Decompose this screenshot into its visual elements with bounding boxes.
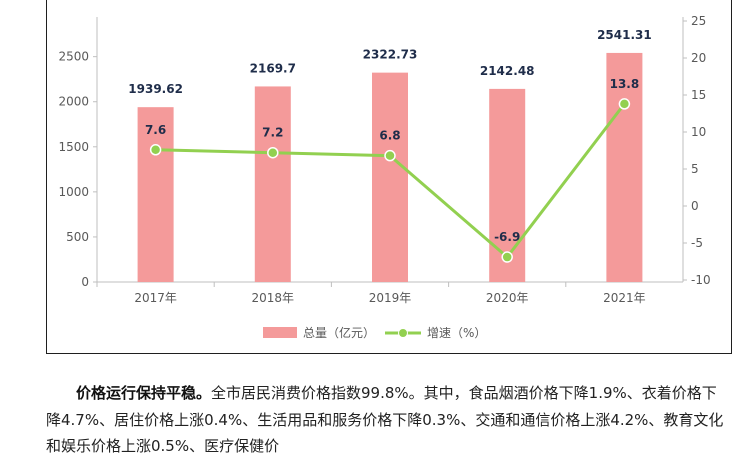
bar-value-label: 1939.62	[128, 82, 183, 96]
x-tick-label: 2017年	[134, 291, 177, 305]
growth-value-label: 7.2	[262, 126, 283, 140]
paragraph-block: 价格运行保持平稳。全市居民消费价格指数99.8%。其中，食品烟酒价格下降1.9%…	[46, 380, 726, 463]
growth-value-label: 13.8	[610, 77, 640, 91]
bar-total-2018年	[254, 86, 291, 283]
bar-total-2021年	[606, 52, 643, 283]
y-right-tick-label: 0	[691, 199, 699, 213]
growth-value-label: 6.8	[379, 129, 400, 143]
legend-swatch-growth-dot	[398, 328, 408, 338]
y-right-tick-label: 25	[691, 14, 706, 28]
growth-point	[149, 144, 162, 156]
growth-point	[618, 98, 631, 110]
bar-total-2019年	[372, 72, 408, 283]
bar-total-2020年	[489, 88, 526, 282]
y-right-tick-label: 20	[691, 51, 706, 65]
paragraph-lead: 价格运行保持平稳。	[76, 384, 212, 402]
y-left-tick-label: 500	[66, 230, 89, 244]
y-right-tick-label: 15	[691, 88, 706, 102]
legend-label-total: 总量（亿元）	[303, 325, 375, 340]
growth-value-label: 7.6	[145, 123, 166, 137]
legend-swatch-total	[263, 327, 297, 338]
y-left-tick-label: 1000	[58, 185, 89, 199]
bar-value-label: 2169.7	[250, 61, 296, 75]
y-left-tick-label: 1500	[58, 140, 89, 154]
bar-value-label: 2541.31	[597, 28, 652, 42]
growth-point	[501, 251, 513, 263]
y-left-tick-label: 2500	[58, 50, 89, 64]
combo-chart: 0 500 1000 1500 2000 2500 -10 -5 0 5 10 15 20 25 2017年…	[58, 14, 711, 340]
x-tick-label: 2019年	[369, 291, 412, 305]
growth-value-label: -6.9	[494, 230, 520, 244]
y-right-tick-label: -10	[691, 273, 711, 287]
bar-value-label: 2322.73	[363, 48, 418, 62]
y-right-tick-label: 10	[691, 125, 706, 139]
y-right-tick-label: 5	[691, 162, 699, 176]
y-left-tick-label: 2000	[58, 95, 89, 109]
growth-point	[267, 146, 279, 159]
bar-total-2017年	[137, 107, 174, 282]
x-tick-label: 2018年	[252, 291, 295, 305]
paragraph-body: 全市居民消费价格指数99.8%。其中，食品烟酒价格下降1.9%、衣着价格下降4.…	[46, 384, 724, 455]
bar-value-label: 2142.48	[480, 64, 535, 78]
chart-frame: 0 500 1000 1500 2000 2500 -10 -5 0 5 10 15 20 25 2017年…	[46, 0, 732, 354]
x-tick-label: 2020年	[486, 291, 529, 305]
growth-point	[384, 149, 396, 162]
y-left-tick-label: 0	[81, 275, 89, 289]
y-right-tick-label: -5	[691, 236, 703, 250]
paragraph-text: 价格运行保持平稳。全市居民消费价格指数99.8%。其中，食品烟酒价格下降1.9%…	[46, 380, 726, 460]
x-tick-label: 2021年	[603, 291, 646, 305]
legend-label-growth: 增速（%）	[427, 326, 486, 340]
